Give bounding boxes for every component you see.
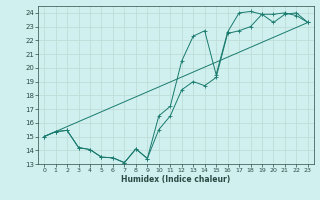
X-axis label: Humidex (Indice chaleur): Humidex (Indice chaleur)	[121, 175, 231, 184]
